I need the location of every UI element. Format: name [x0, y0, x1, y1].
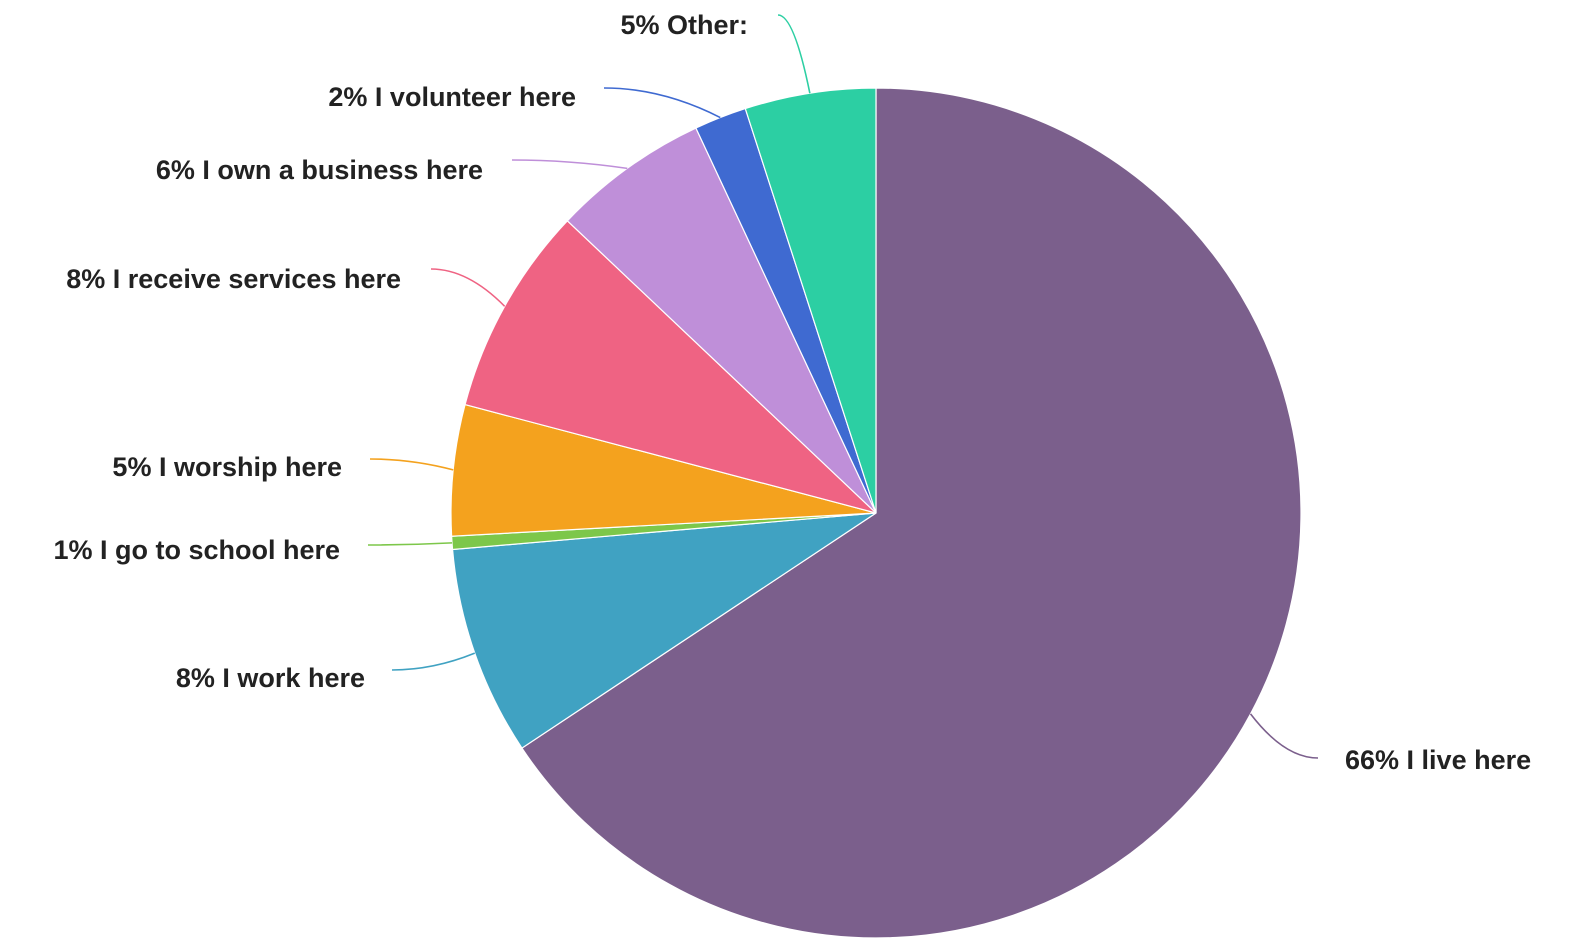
leader-line-other: [777, 14, 811, 94]
leader-line-i-go-to-school-here: [367, 542, 453, 546]
leader-line-i-worship-here: [369, 458, 454, 471]
slice-labels: 66% I live here 8% I work here 1% I go t…: [53, 10, 1531, 775]
pie-slices: [450, 87, 1302, 939]
slice-label-worship: 5% I worship here: [112, 452, 342, 482]
pie-slice-i-own-a-business-here: [566, 127, 877, 514]
slice-label-services: 8% I receive services here: [66, 264, 401, 294]
slice-label-other: 5% Other:: [620, 10, 748, 40]
pie-slice-i-live-here: [521, 87, 1302, 939]
leader-line-i-volunteer-here: [603, 87, 721, 119]
leader-line-i-work-here: [391, 652, 476, 671]
slice-label-school: 1% I go to school here: [53, 535, 340, 565]
leader-line-i-receive-services-here: [430, 268, 506, 307]
leader-line-i-own-a-business-here: [511, 159, 628, 170]
leader-lines: [367, 14, 1319, 759]
pie-slice-i-work-here: [451, 512, 877, 749]
pie-slice-i-receive-services-here: [464, 219, 877, 514]
slice-label-volunteer: 2% I volunteer here: [328, 82, 576, 112]
leader-line-i-live-here: [1249, 713, 1319, 759]
slice-label-work: 8% I work here: [176, 663, 365, 693]
slice-label-live: 66% I live here: [1345, 745, 1531, 775]
slice-label-business: 6% I own a business here: [156, 155, 483, 185]
